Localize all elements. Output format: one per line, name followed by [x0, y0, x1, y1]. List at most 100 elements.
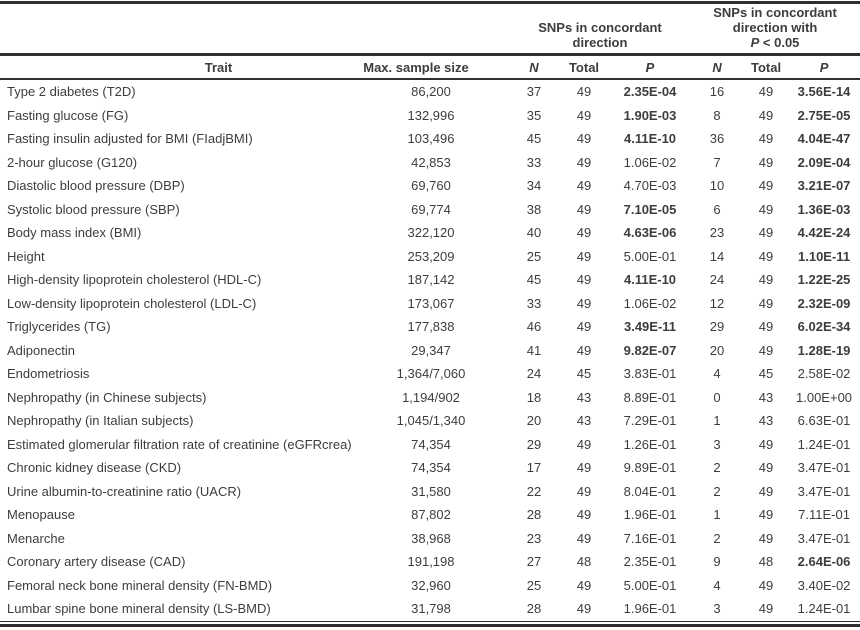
table-row: Endometriosis 1,364/7,060 24 45 3.83E-01 4 45 2…	[0, 362, 860, 386]
concordant-p05-total-cell: 49	[758, 84, 774, 100]
concordant-n-cell: 20	[526, 413, 542, 429]
concordant-total-cell: 49	[576, 107, 592, 123]
concordant-p-cell: 4.11E-10	[623, 272, 677, 288]
col-header-total-1: Total	[558, 54, 610, 80]
sample-size-cell: 1,194/902	[402, 389, 460, 405]
group-header-spacer	[0, 2, 510, 56]
group-header-line: direction with	[732, 20, 818, 35]
concordant-n-cell: 29	[526, 436, 542, 452]
concordant-total-cell: 49	[576, 201, 592, 217]
concordant-p05-p-cell: 4.04E-47	[797, 131, 851, 147]
concordant-p05-n-cell: 3	[713, 601, 721, 617]
concordant-p05-n-cell: 20	[709, 342, 725, 358]
table-row: Estimated glomerular filtration rate of …	[0, 433, 860, 457]
concordant-p05-total-cell: 49	[758, 507, 774, 523]
sample-size-cell: 1,364/7,060	[396, 366, 466, 382]
concordant-p-cell: 9.89E-01	[623, 460, 677, 476]
table-row: Nephropathy (in Italian subjects) 1,045/1…	[0, 409, 860, 433]
concordant-p05-total-cell: 49	[758, 178, 774, 194]
concordant-p-cell: 1.06E-02	[623, 295, 677, 311]
concordant-p05-total-cell: 49	[758, 436, 774, 452]
sample-size-cell: 29,347	[411, 342, 451, 358]
concordant-p05-total-cell: 49	[758, 201, 774, 217]
trait-cell: High-density lipoprotein cholesterol (HD…	[7, 272, 262, 288]
concordant-p05-n-cell: 12	[709, 295, 725, 311]
column-header-row: Trait Max. sample size N Total P N Total…	[0, 54, 860, 80]
table-row: 2-hour glucose (G120) 42,853 33 49 1.06E-02 7…	[0, 151, 860, 175]
table-row: Coronary artery disease (CAD) 191,198 27 48…	[0, 550, 860, 574]
trait-cell: Femoral neck bone mineral density (FN-BM…	[7, 577, 273, 593]
concordant-total-cell: 49	[576, 272, 592, 288]
concordant-p05-total-cell: 49	[758, 483, 774, 499]
concordant-p05-p-cell: 1.10E-11	[798, 248, 851, 264]
concordant-p-cell: 9.82E-07	[623, 342, 677, 358]
concordant-p05-total-cell: 49	[758, 601, 774, 617]
concordant-p05-n-cell: 36	[709, 131, 725, 147]
concordant-n-cell: 27	[526, 554, 542, 570]
concordant-p05-n-cell: 1	[713, 413, 721, 429]
concordant-p05-n-cell: 9	[713, 554, 721, 570]
trait-cell: Fasting glucose (FG)	[7, 107, 129, 123]
concordant-total-cell: 49	[576, 319, 592, 335]
concordant-n-cell: 45	[526, 131, 542, 147]
concordant-p-cell: 1.06E-02	[623, 154, 677, 170]
trait-cell: Body mass index (BMI)	[7, 225, 142, 241]
concordant-total-cell: 49	[576, 436, 592, 452]
concordant-p05-total-cell: 49	[758, 342, 774, 358]
concordant-p-cell: 2.35E-04	[623, 84, 677, 100]
table-row: Body mass index (BMI) 322,120 40 49 4.63E-06…	[0, 221, 860, 245]
concordant-n-cell: 46	[526, 319, 542, 335]
sample-size-cell: 74,354	[411, 460, 451, 476]
trait-cell: Menarche	[7, 530, 65, 546]
concordant-n-cell: 23	[526, 530, 542, 546]
concordant-p05-p-cell: 6.63E-01	[797, 413, 851, 429]
group-header-line: SNPs in concordant	[713, 5, 837, 20]
concordant-p05-n-cell: 2	[713, 483, 721, 499]
trait-cell: Nephropathy (in Italian subjects)	[7, 413, 194, 429]
concordant-n-cell: 45	[526, 272, 542, 288]
concordant-p05-n-cell: 6	[713, 201, 721, 217]
trait-cell: Systolic blood pressure (SBP)	[7, 201, 180, 217]
concordant-total-cell: 48	[576, 554, 592, 570]
trait-cell: Menopause	[7, 507, 75, 523]
table-row: Type 2 diabetes (T2D) 86,200 37 49 2.35E-04 1…	[0, 79, 860, 104]
sample-size-cell: 69,760	[411, 178, 451, 194]
trait-cell: 2-hour glucose (G120)	[7, 154, 138, 170]
concordant-total-cell: 49	[576, 154, 592, 170]
trait-cell: Urine albumin-to-creatinine ratio (UACR)	[7, 483, 242, 499]
concordant-total-cell: 49	[576, 84, 592, 100]
concordant-p05-p-cell: 4.42E-24	[797, 225, 851, 241]
concordant-p05-n-cell: 2	[713, 530, 721, 546]
concordant-p05-n-cell: 23	[709, 225, 725, 241]
table-row: Triglycerides (TG) 177,838 46 49 3.49E-11 29 4…	[0, 315, 860, 339]
concordant-p05-p-cell: 1.24E-01	[797, 601, 851, 617]
sample-size-cell: 31,798	[411, 601, 451, 617]
col-header-n-1: N	[510, 54, 558, 80]
concordant-p05-total-cell: 49	[758, 107, 774, 123]
concordant-p05-n-cell: 7	[713, 154, 721, 170]
sample-size-cell: 32,960	[411, 577, 451, 593]
concordant-p05-total-cell: 49	[758, 530, 774, 546]
concordant-p05-p-cell: 2.09E-04	[797, 154, 851, 170]
concordant-n-cell: 18	[526, 389, 542, 405]
concordant-n-cell: 38	[526, 201, 542, 217]
concordant-p05-n-cell: 24	[709, 272, 725, 288]
table-row: Nephropathy (in Chinese subjects) 1,194/9…	[0, 386, 860, 410]
concordant-p05-total-cell: 49	[758, 577, 774, 593]
concordant-p05-total-cell: 49	[758, 154, 774, 170]
concordant-p-cell: 3.83E-01	[623, 366, 677, 382]
concordant-p05-p-cell: 3.21E-07	[797, 178, 851, 194]
concordant-total-cell: 43	[576, 413, 592, 429]
trait-cell: Lumbar spine bone mineral density (LS-BM…	[7, 601, 271, 617]
concordant-p-cell: 1.96E-01	[623, 601, 677, 617]
table-row: Fasting insulin adjusted for BMI (FIadjB…	[0, 127, 860, 151]
concordant-n-cell: 35	[526, 107, 542, 123]
trait-cell: Diastolic blood pressure (DBP)	[7, 178, 185, 194]
col-header-n-2: N	[690, 54, 745, 80]
table-row: Menopause 87,802 28 49 1.96E-01 1 49 7.11E-01	[0, 503, 860, 527]
concordant-p-cell: 4.70E-03	[623, 178, 677, 194]
col-header-sample-size: Max. sample size	[352, 54, 510, 80]
sample-size-cell: 31,580	[411, 483, 451, 499]
concordant-p05-p-cell: 2.58E-02	[797, 366, 851, 382]
